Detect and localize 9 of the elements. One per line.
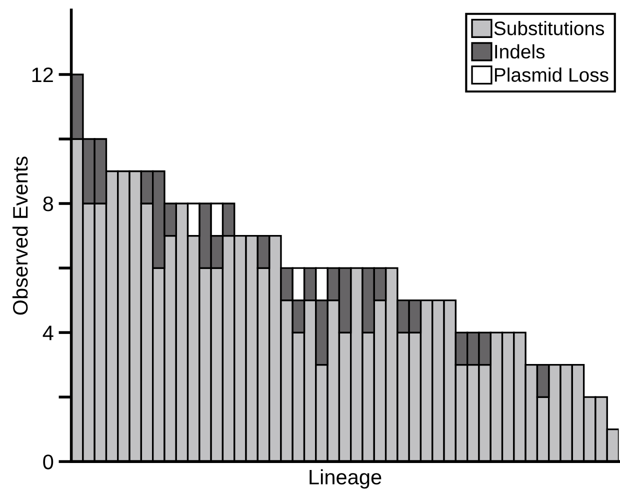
y-tick-label: 0	[43, 454, 54, 470]
y-tick-label: 4	[42, 326, 54, 340]
y-axis-title: Observed Events	[12, 156, 28, 315]
x-axis-title: Lineage	[310, 469, 382, 489]
legend-label: Substitutions	[494, 20, 604, 36]
legend-label: Plasmid Loss	[495, 68, 608, 82]
legend-label: Indels	[495, 44, 545, 59]
y-tick-label: 8	[43, 196, 54, 212]
y-tick-label: 12	[32, 67, 53, 82]
